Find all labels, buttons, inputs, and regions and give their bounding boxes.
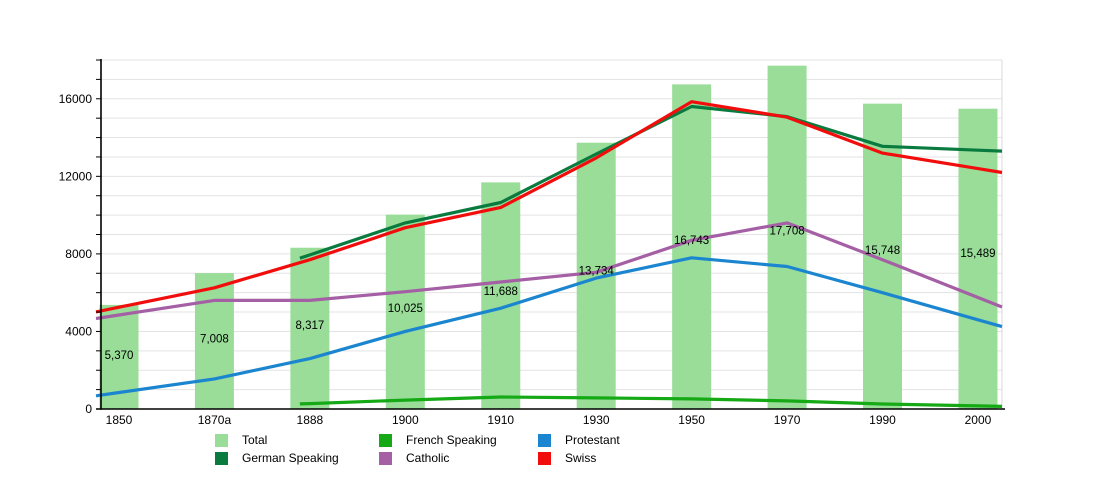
y-tick-label: 4000 xyxy=(65,324,92,338)
legend-label: Catholic xyxy=(406,451,450,465)
y-tick-label: 12000 xyxy=(59,169,93,183)
legend-swatch-icon xyxy=(215,433,228,447)
y-tick-label: 0 xyxy=(85,402,92,416)
bar-value-label: 5,370 xyxy=(105,350,134,362)
x-tick-label: 1850 xyxy=(106,413,133,427)
bar-value-label: 15,748 xyxy=(865,245,900,257)
x-tick-label: 1900 xyxy=(392,413,419,427)
legend: Total German Speaking French Speaking Catho… xyxy=(215,431,693,467)
bar-value-label: 11,688 xyxy=(484,286,518,298)
legend-label: French Speaking xyxy=(406,433,497,447)
legend-item-german-speaking: German Speaking xyxy=(215,449,379,467)
x-tick-label: 1950 xyxy=(678,413,705,427)
legend-item-swiss: Swiss xyxy=(538,449,693,467)
bar-value-label: 17,708 xyxy=(769,225,804,237)
bar-value-label: 15,489 xyxy=(960,248,995,260)
bar-value-label: 7,008 xyxy=(200,333,229,345)
legend-label: Swiss xyxy=(565,451,597,465)
total-bar xyxy=(481,182,521,409)
legend-swatch-icon xyxy=(538,451,551,465)
series-line-catholic xyxy=(95,221,1003,321)
series-line-french-speaking xyxy=(299,395,1003,408)
x-tick-label: 1888 xyxy=(297,413,324,427)
legend-swatch-icon xyxy=(379,451,392,465)
x-tick-label: 1910 xyxy=(487,413,514,427)
series-line-swiss xyxy=(95,100,1003,314)
y-tick-label: 16000 xyxy=(59,92,93,106)
legend-item-catholic: Catholic xyxy=(379,449,538,467)
x-tick-label: 1990 xyxy=(869,413,896,427)
total-bar xyxy=(958,108,998,410)
legend-swatch-icon xyxy=(215,451,228,465)
x-tick-label: 1870a xyxy=(198,413,232,427)
total-bar xyxy=(194,273,234,409)
series-line-protestant xyxy=(95,256,1003,398)
bar-value-label: 13,734 xyxy=(579,266,615,278)
x-tick-label: 1970 xyxy=(774,413,801,427)
legend-label: Protestant xyxy=(565,433,620,447)
legend-label: Total xyxy=(242,433,268,447)
x-tick-label: 1930 xyxy=(583,413,610,427)
y-tick-label: 8000 xyxy=(65,247,92,261)
legend-label: German Speaking xyxy=(242,451,339,465)
legend-item-french-speaking: French Speaking xyxy=(379,431,538,449)
bar-value-label: 10,025 xyxy=(388,303,423,315)
legend-item-total: Total xyxy=(215,431,379,449)
legend-swatch-icon xyxy=(379,433,392,447)
bar-value-label: 16,743 xyxy=(674,235,709,247)
x-tick-label: 2000 xyxy=(965,413,992,427)
bar-value-label: 8,317 xyxy=(295,320,324,332)
total-bar xyxy=(385,214,425,409)
legend-item-protestant: Protestant xyxy=(538,431,693,449)
total-bar xyxy=(290,247,330,409)
legend-swatch-icon xyxy=(538,433,551,447)
total-bar xyxy=(672,84,712,410)
